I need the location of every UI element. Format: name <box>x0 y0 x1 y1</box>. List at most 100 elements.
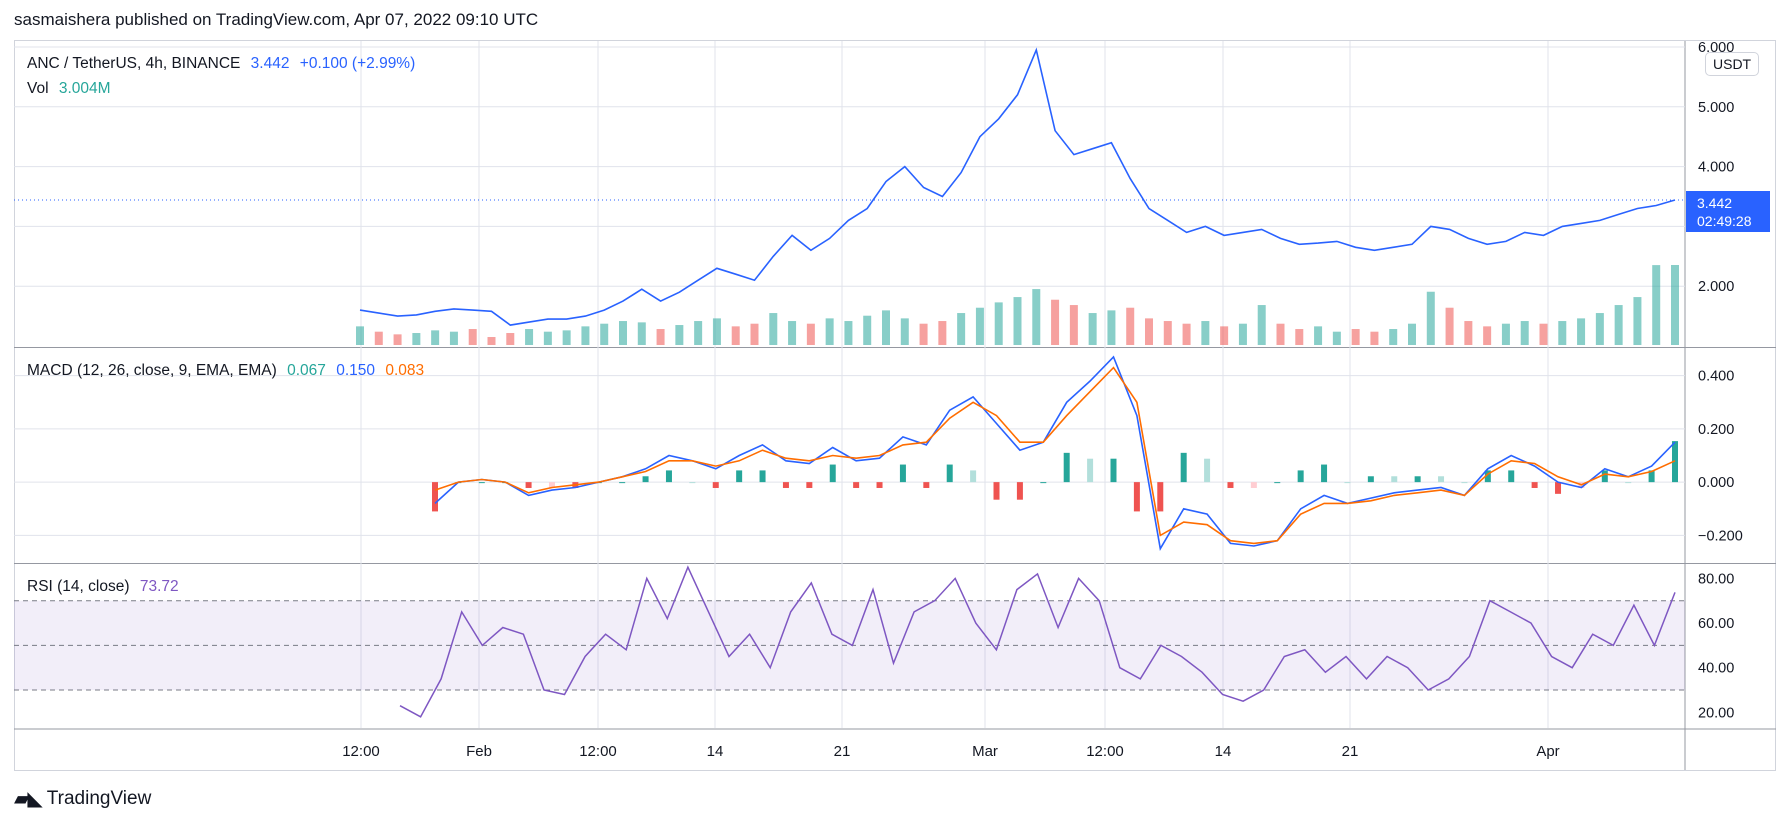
macd-histogram-bar <box>782 482 789 488</box>
volume-bar <box>468 329 477 345</box>
volume-bar <box>1163 321 1172 345</box>
price-legend: ANC / TetherUS, 4h, BINANCE 3.442 +0.100… <box>27 55 421 73</box>
rsi-value: 73.72 <box>139 578 179 595</box>
macd-histogram-bar <box>1227 482 1234 488</box>
volume-bar <box>600 323 609 345</box>
volume-bar <box>1464 321 1473 345</box>
macd-histogram-bar <box>1110 458 1117 483</box>
macd-histogram-bar <box>1204 458 1211 483</box>
price-series <box>14 47 1685 326</box>
volume-bar <box>863 315 872 345</box>
macd-histogram-bar <box>736 470 743 483</box>
macd-signal-value: 0.083 <box>385 362 425 379</box>
macd-histogram-bar <box>759 470 766 483</box>
volume-bar <box>1126 307 1135 345</box>
macd-histogram-bar <box>478 482 485 484</box>
symbol-label: ANC / TetherUS, 4h, BINANCE <box>27 55 241 72</box>
x-tick-label: 21 <box>1342 743 1359 760</box>
macd-histogram-bar <box>1461 482 1468 484</box>
price-change: +0.100 (+2.99%) <box>299 55 416 72</box>
rsi-panel <box>14 565 1685 718</box>
volume-bar <box>543 331 552 345</box>
volume-bar <box>806 323 815 345</box>
currency-button[interactable]: USDT <box>1705 52 1760 76</box>
volume-bar <box>431 330 440 345</box>
macd-histogram-bar <box>899 464 906 483</box>
rsi-band <box>14 600 1685 691</box>
macd-hist-value: 0.067 <box>287 362 326 379</box>
chart-frame <box>14 40 1776 771</box>
volume-bar <box>1445 307 1454 345</box>
macd-histogram-bar <box>1063 452 1070 483</box>
vol-value: 3.004M <box>58 80 111 97</box>
volume-bar <box>900 318 909 345</box>
volume-bar <box>882 310 890 345</box>
macd-histogram-bar <box>1531 482 1538 488</box>
macd-histogram-bar <box>642 476 649 483</box>
volume-bar <box>656 329 665 345</box>
macd-tick-label: 0.200 <box>1698 422 1734 438</box>
macd-histogram-bar <box>1438 476 1445 483</box>
macd-histogram-bar <box>689 482 696 484</box>
volume-bar <box>393 334 402 345</box>
last-price-badge: 3.442 02:49:28 <box>1686 191 1770 232</box>
footer-logo[interactable]: ▰◣ TradingView <box>14 786 151 811</box>
price-tick-label: 5.000 <box>1698 100 1734 116</box>
macd-histogram-bar <box>1297 470 1304 483</box>
macd-histogram-bar <box>1391 476 1398 483</box>
grid-lines <box>14 41 1776 770</box>
macd-histogram-bar <box>1180 452 1187 483</box>
price-tick-label: 2.000 <box>1698 279 1734 295</box>
signal-line <box>434 366 1676 545</box>
macd-histogram-bar <box>853 482 860 488</box>
volume-bar <box>769 313 778 345</box>
rsi-legend: RSI (14, close) 73.72 <box>27 578 185 596</box>
volume-bar <box>1577 318 1586 345</box>
macd-histogram-bar <box>619 482 626 484</box>
volume-bar <box>1539 323 1548 345</box>
volume-bar <box>1051 299 1060 345</box>
volume-bar <box>957 313 966 345</box>
rsi-tick-label: 80.00 <box>1698 571 1734 587</box>
volume-bar <box>1426 291 1435 345</box>
volume-bar <box>1501 323 1510 345</box>
volume-bar <box>919 323 928 345</box>
volume-bar <box>844 321 853 345</box>
volume-legend: Vol 3.004M <box>27 80 117 98</box>
volume-bar <box>581 326 590 345</box>
macd-histogram-bar <box>1484 470 1491 483</box>
volume-bar <box>562 330 571 345</box>
volume-bar <box>1201 321 1210 345</box>
macd-histogram-bar <box>1601 470 1608 483</box>
macd-tick-label: −0.200 <box>1698 528 1743 544</box>
volume-bar <box>356 326 364 345</box>
macd-histogram-bar <box>1133 482 1140 512</box>
axes: 12:00Feb12:001421Mar12:001421Apr2.0003.0… <box>342 40 1743 760</box>
macd-legend: MACD (12, 26, close, 9, EMA, EMA) 0.067 … <box>27 362 430 380</box>
macd-line-value: 0.150 <box>336 362 376 379</box>
macd-histogram-bar <box>993 482 1000 500</box>
volume-bar <box>731 326 740 345</box>
rsi-label: RSI (14, close) <box>27 578 130 595</box>
tradingview-logo-icon: ▰◣ <box>14 788 43 810</box>
volume-bar <box>1370 331 1379 345</box>
macd-histogram-bar <box>1414 476 1421 483</box>
volume-bar <box>1408 323 1416 345</box>
volume-bar <box>694 321 703 345</box>
volume-bar <box>1013 297 1022 345</box>
x-tick-label: 14 <box>707 743 724 760</box>
macd-tick-label: 0.400 <box>1698 369 1734 385</box>
volume-bar <box>938 321 947 345</box>
volume-bar <box>750 323 759 345</box>
rsi-tick-label: 20.00 <box>1698 705 1734 721</box>
rsi-tick-label: 40.00 <box>1698 661 1734 677</box>
volume-bar <box>1558 321 1567 345</box>
macd-histogram-bar <box>1087 458 1094 483</box>
volume-bar <box>1389 329 1398 345</box>
volume-bar <box>449 331 458 345</box>
macd-histogram-bar <box>1040 482 1047 484</box>
volume-bar <box>1671 265 1679 345</box>
macd-histogram-bar <box>432 482 438 512</box>
volume-bar <box>1032 289 1041 345</box>
